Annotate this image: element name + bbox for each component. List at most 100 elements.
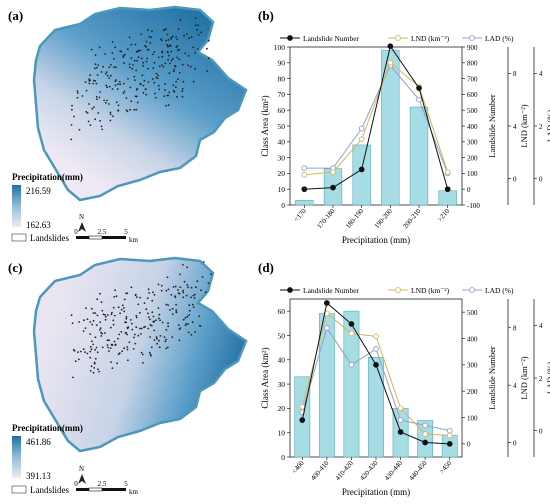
- landslide-point: [115, 66, 117, 69]
- landslide-point: [114, 84, 117, 87]
- chart-d-rtick-label-lad: 4: [539, 322, 543, 330]
- landslide-point: [77, 351, 79, 353]
- landslide-point: [179, 327, 182, 329]
- landslide-point: [99, 321, 102, 323]
- landslide-point: [95, 95, 98, 98]
- chart-d-point-lad: [373, 346, 379, 352]
- map-a-colorbar-min: 162.63: [26, 220, 51, 230]
- chart-b-point-lnd: [330, 169, 336, 175]
- chart-b-rtick-label-lnd: 8: [513, 70, 517, 78]
- landslide-point: [194, 24, 197, 26]
- landslide-point: [78, 128, 81, 131]
- landslide-point: [99, 91, 102, 93]
- landslide-point: [147, 312, 149, 315]
- landslide-point: [111, 52, 114, 54]
- landslide-point: [144, 325, 147, 328]
- landslide-point: [168, 72, 171, 75]
- landslide-point: [91, 107, 94, 110]
- landslide-point: [169, 62, 171, 65]
- chart-b-xlabel: Precipitation (mm): [342, 235, 410, 245]
- chart-b-legend-marker: [287, 35, 293, 41]
- landslide-point: [165, 28, 167, 30]
- landslide-point: [97, 368, 99, 371]
- landslide-point: [194, 68, 197, 70]
- landslide-point: [83, 319, 85, 322]
- chart-b-xtick-label: <170: [292, 207, 308, 224]
- map-c-region: [32, 256, 248, 453]
- landslide-point: [136, 60, 139, 62]
- landslide-point: [169, 309, 171, 311]
- landslide-point: [149, 336, 152, 338]
- chart-b-ytick-label: 50: [278, 122, 286, 131]
- chart-b-frame: [289, 46, 463, 206]
- landslide-point: [149, 318, 151, 321]
- landslide-point: [171, 307, 174, 310]
- landslide-point: [109, 347, 112, 350]
- map-c-scale-tick-2: 5: [124, 480, 128, 488]
- chart-d-point-landslide_number: [299, 417, 306, 423]
- landslide-point: [101, 309, 104, 312]
- landslide-point: [73, 349, 76, 352]
- landslide-point: [140, 327, 143, 330]
- landslide-point: [131, 67, 134, 70]
- landslide-point: [167, 54, 170, 57]
- chart-b-legend-marker: [469, 35, 475, 41]
- chart-d-point-lnd: [397, 405, 404, 412]
- chart-b-point-lad: [416, 96, 422, 103]
- landslide-point: [100, 125, 103, 128]
- landslide-point: [86, 318, 89, 320]
- landslide-point: [202, 261, 205, 263]
- landslide-point: [100, 301, 103, 303]
- landslide-point: [96, 314, 99, 317]
- landslide-point: [163, 336, 166, 338]
- landslide-point: [71, 322, 74, 324]
- landslide-point: [133, 336, 135, 339]
- landslide-point: [128, 36, 131, 39]
- landslide-point: [139, 296, 142, 299]
- landslide-point: [129, 86, 132, 89]
- chart-d-xlabel: Precipitation (mm): [342, 487, 410, 497]
- landslide-point: [71, 104, 73, 107]
- landslide-point: [98, 370, 101, 373]
- landslide-point: [99, 120, 101, 122]
- landslide-point: [161, 55, 164, 58]
- landslide-point: [123, 347, 126, 350]
- landslide-point: [101, 128, 104, 131]
- landslide-point: [95, 82, 98, 85]
- landslide-point: [92, 319, 95, 322]
- landslide-point: [96, 74, 99, 76]
- landslide-point: [116, 362, 118, 365]
- landslide-point: [207, 57, 210, 60]
- landslide-point: [184, 52, 187, 55]
- landslide-point: [85, 307, 87, 309]
- landslide-point: [167, 39, 170, 41]
- landslide-point: [135, 108, 138, 111]
- chart-b-point-landslide_number: [330, 184, 336, 191]
- chart-b-rlabel-lnd: LND (km⁻²): [519, 104, 529, 147]
- landslide-point: [108, 339, 110, 342]
- landslide-point: [179, 286, 182, 288]
- landslide-point: [177, 324, 180, 326]
- chart-b-legend-label: LND (km⁻²): [411, 34, 450, 43]
- landslide-point: [110, 64, 112, 66]
- landslide-point: [137, 49, 140, 52]
- landslide-point: [151, 53, 154, 56]
- landslide-point: [127, 78, 129, 80]
- landslide-point: [155, 76, 158, 79]
- chart-b-rtick-label-lad: 2: [539, 123, 543, 131]
- map-c-scale-unit: km: [129, 488, 139, 496]
- landslide-point: [137, 56, 140, 59]
- landslide-point: [89, 333, 92, 335]
- landslide-point: [165, 303, 168, 306]
- landslide-point: [176, 56, 179, 59]
- landslide-point: [135, 69, 138, 72]
- landslide-point: [125, 317, 128, 320]
- landslide-point: [106, 86, 108, 89]
- landslide-point: [106, 314, 109, 316]
- landslide-point: [110, 74, 112, 77]
- landslide-point: [157, 56, 160, 59]
- landslide-point: [162, 66, 165, 68]
- chart-b-rtick-label-landslide_number: 400: [467, 123, 478, 131]
- landslide-point: [158, 88, 161, 91]
- landslide-point: [108, 66, 111, 69]
